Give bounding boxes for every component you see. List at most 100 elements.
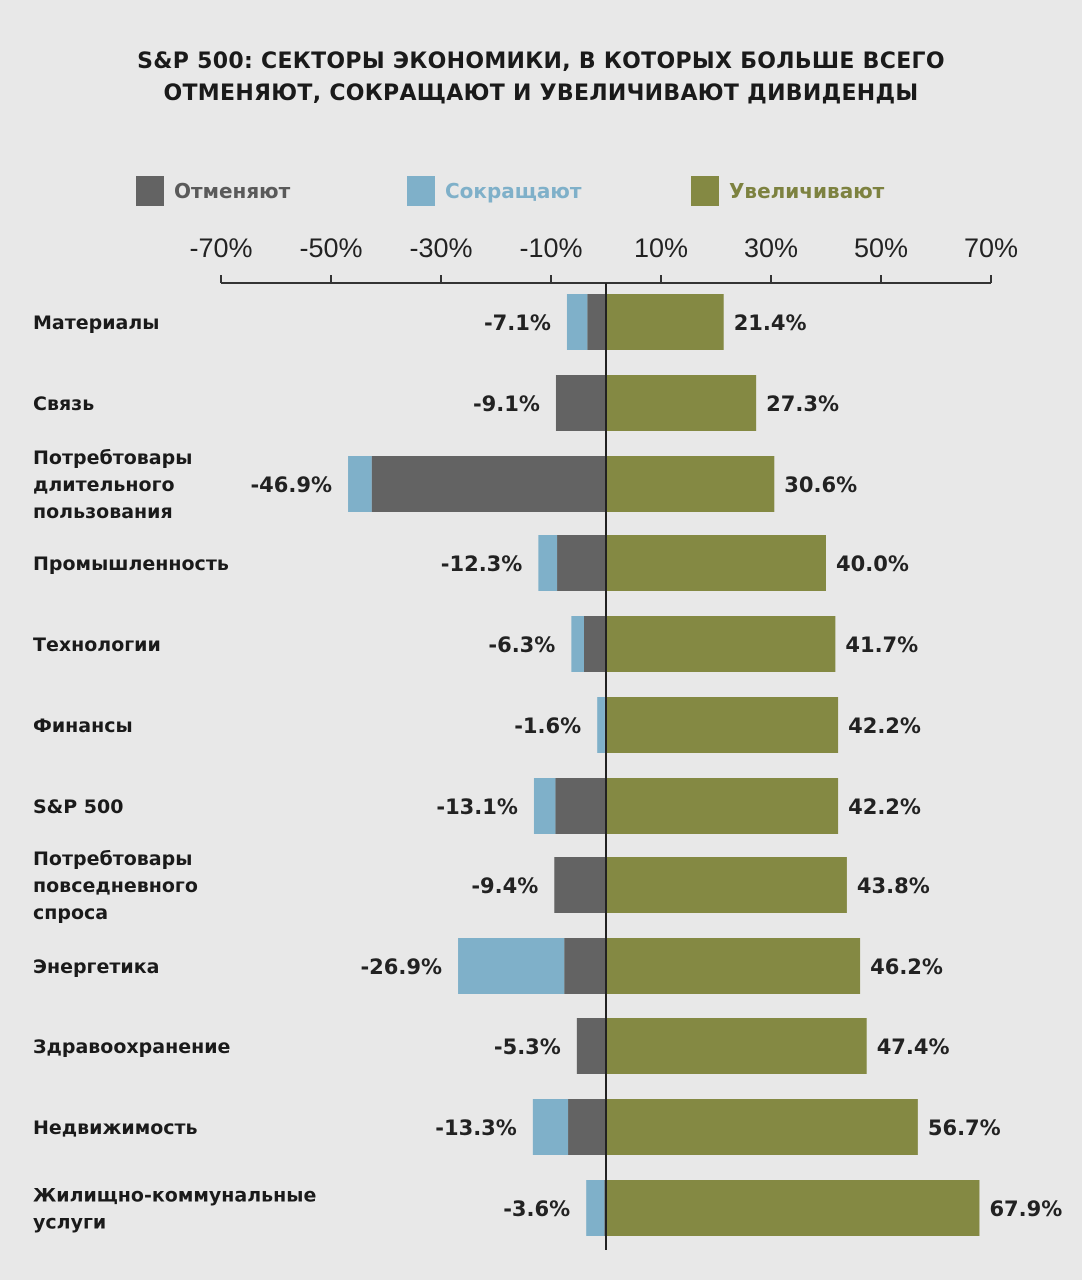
bar-reduce bbox=[538, 535, 558, 591]
bar-increase bbox=[606, 535, 826, 591]
bar-reduce bbox=[348, 456, 372, 512]
value-label-positive: 40.0% bbox=[836, 552, 909, 576]
x-tick-label: -10% bbox=[519, 233, 582, 263]
category-label-line: Промышленность bbox=[33, 553, 229, 575]
bar-cancel bbox=[587, 294, 606, 350]
category-label-line: длительного bbox=[33, 474, 175, 496]
category-label: Жилищно-коммунальные услуги bbox=[33, 1185, 316, 1234]
bar-cancel bbox=[576, 1018, 606, 1074]
value-label-negative: -7.1% bbox=[484, 311, 551, 335]
bar-reduce bbox=[532, 1099, 569, 1155]
legend-item-increase: Увеличивают bbox=[691, 175, 884, 207]
value-label-positive: 30.6% bbox=[784, 473, 857, 497]
bar-cancel bbox=[557, 535, 606, 591]
category-label-line: S&P 500 bbox=[33, 796, 123, 818]
value-label-positive: 41.7% bbox=[845, 633, 918, 657]
category-label: Связь bbox=[33, 393, 94, 415]
value-label-negative: -5.3% bbox=[494, 1035, 561, 1059]
bar-increase bbox=[606, 456, 775, 512]
category-label: Финансы bbox=[33, 715, 133, 737]
x-tick-label: -50% bbox=[299, 233, 362, 263]
value-label-negative: -46.9% bbox=[250, 473, 332, 497]
value-label-negative: -26.9% bbox=[360, 955, 442, 979]
legend-swatch-increase bbox=[691, 176, 719, 206]
category-label: Недвижимость bbox=[33, 1117, 198, 1139]
chart-title: S&P 500: СЕКТОРЫ ЭКОНОМИКИ, В КОТОРЫХ БО… bbox=[0, 46, 1082, 110]
category-label: Потребтовары повседневного спроса bbox=[33, 848, 198, 924]
bar-reduce bbox=[586, 1180, 605, 1236]
bar-cancel bbox=[554, 857, 606, 913]
category-label-line: Здравоохранение bbox=[33, 1036, 230, 1058]
category-label: Здравоохранение bbox=[33, 1036, 230, 1058]
bar-cancel bbox=[584, 616, 606, 672]
chart-title-line-1: S&P 500: СЕКТОРЫ ЭКОНОМИКИ, В КОТОРЫХ БО… bbox=[137, 49, 945, 74]
bar-increase bbox=[606, 1180, 980, 1236]
category-label: Промышленность bbox=[33, 553, 229, 575]
bar-cancel bbox=[568, 1099, 606, 1155]
category-label-line: Финансы bbox=[33, 715, 133, 737]
category-label-line: Жилищно-коммунальные bbox=[33, 1185, 316, 1207]
legend-swatch-cancel bbox=[136, 176, 164, 206]
bar-increase bbox=[606, 1018, 867, 1074]
value-label-positive: 43.8% bbox=[857, 874, 930, 898]
value-label-positive: 46.2% bbox=[870, 955, 943, 979]
bar-reduce bbox=[533, 778, 556, 834]
value-label-positive: 56.7% bbox=[928, 1116, 1001, 1140]
x-tick-label: 10% bbox=[634, 233, 688, 263]
category-label-line: Материалы bbox=[33, 312, 159, 334]
legend-item-reduce: Сокращают bbox=[407, 175, 581, 207]
legend-label-cancel: Отменяют bbox=[174, 179, 291, 203]
value-label-negative: -13.3% bbox=[435, 1116, 517, 1140]
value-label-negative: -9.4% bbox=[471, 874, 538, 898]
category-label: Технологии bbox=[33, 634, 161, 656]
bar-increase bbox=[606, 1099, 918, 1155]
x-tick-label: 50% bbox=[854, 233, 908, 263]
bar-reduce bbox=[458, 938, 565, 994]
bar-reduce bbox=[566, 294, 588, 350]
value-label-negative: -9.1% bbox=[473, 392, 540, 416]
category-label-line: Потребтовары bbox=[33, 848, 192, 870]
value-label-positive: 67.9% bbox=[989, 1197, 1062, 1221]
x-tick-label: -30% bbox=[409, 233, 472, 263]
value-label-positive: 42.2% bbox=[848, 714, 921, 738]
legend-swatch-reduce bbox=[407, 176, 435, 206]
legend-item-cancel: Отменяют bbox=[136, 175, 290, 207]
value-label-positive: 27.3% bbox=[766, 392, 839, 416]
bar-cancel bbox=[555, 778, 606, 834]
category-label-line: Потребтовары bbox=[33, 447, 192, 469]
legend-label-reduce: Сокращают bbox=[445, 179, 582, 203]
category-label: Потребтовары длительного пользования bbox=[33, 447, 192, 523]
category-label-line: спроса bbox=[33, 902, 108, 924]
value-label-positive: 47.4% bbox=[877, 1035, 950, 1059]
bar-reduce bbox=[597, 697, 605, 753]
value-label-negative: -3.6% bbox=[503, 1197, 570, 1221]
value-label-positive: 21.4% bbox=[734, 311, 807, 335]
category-label-line: услуги bbox=[33, 1212, 106, 1234]
value-label-negative: -1.6% bbox=[514, 714, 581, 738]
category-label-line: повседневного bbox=[33, 875, 198, 897]
bar-increase bbox=[606, 294, 724, 350]
legend-label-increase: Увеличивают bbox=[729, 179, 885, 203]
category-label-line: Технологии bbox=[33, 634, 161, 656]
value-label-positive: 42.2% bbox=[848, 795, 921, 819]
bar-cancel bbox=[371, 456, 606, 512]
value-label-negative: -6.3% bbox=[488, 633, 555, 657]
bar-increase bbox=[606, 375, 757, 431]
chart-title-line-2: ОТМЕНЯЮТ, СОКРАЩАЮТ И УВЕЛИЧИВАЮТ ДИВИДЕ… bbox=[163, 81, 919, 106]
bar-increase bbox=[606, 857, 847, 913]
x-tick-label: -70% bbox=[189, 233, 252, 263]
bar-cancel bbox=[564, 938, 606, 994]
x-tick-label: 70% bbox=[964, 233, 1018, 263]
category-label-line: Энергетика bbox=[33, 956, 159, 978]
x-tick-label: 30% bbox=[744, 233, 798, 263]
bar-increase bbox=[606, 938, 861, 994]
value-label-negative: -12.3% bbox=[441, 552, 523, 576]
category-label: Энергетика bbox=[33, 956, 159, 978]
category-label-line: пользования bbox=[33, 501, 173, 523]
value-label-negative: -13.1% bbox=[436, 795, 518, 819]
bar-increase bbox=[606, 697, 839, 753]
bar-cancel bbox=[555, 375, 606, 431]
bar-increase bbox=[606, 616, 836, 672]
category-label: Материалы bbox=[33, 312, 159, 334]
